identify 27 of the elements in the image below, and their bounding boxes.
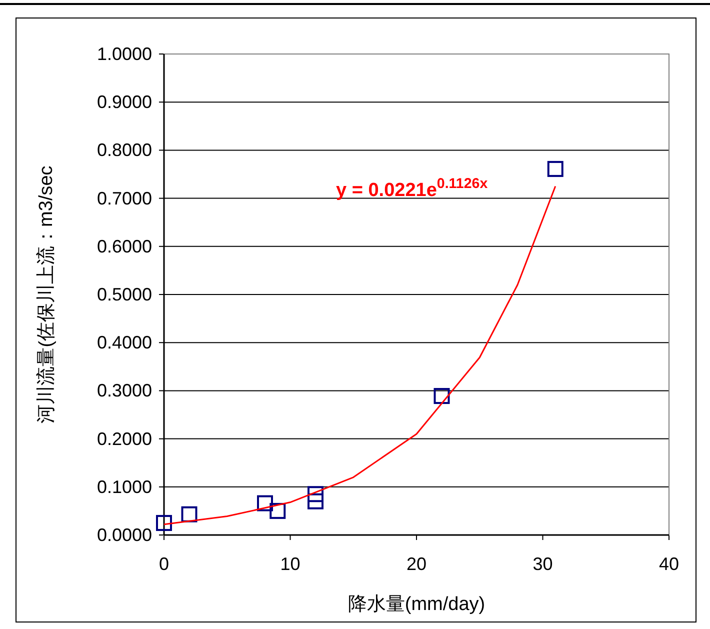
point bbox=[434, 388, 450, 404]
point bbox=[547, 160, 564, 177]
y-tick-label: 0.6000 bbox=[96, 236, 152, 256]
x-tick-label: 40 bbox=[658, 554, 680, 574]
y-axis-title: 河川流量(佐保川上流：m3/sec bbox=[35, 166, 57, 424]
y-tick-label: 0.9000 bbox=[96, 92, 152, 112]
y-tick-label: 0.5000 bbox=[96, 284, 152, 304]
y-tick-label: 0.8000 bbox=[96, 140, 152, 160]
y-tick-label: 0.3000 bbox=[96, 380, 152, 401]
point bbox=[308, 486, 324, 502]
point bbox=[308, 493, 324, 510]
x-tick-label: 30 bbox=[532, 554, 553, 574]
y-tick-label: 0.4000 bbox=[96, 332, 152, 353]
y-tick-label: 0.7000 bbox=[96, 188, 152, 208]
y-tick-label: 0.1000 bbox=[96, 476, 152, 497]
x-tick-label: 10 bbox=[280, 554, 300, 574]
y-tick-label: 1.0000 bbox=[96, 44, 152, 64]
y-tick-label: 0.0000 bbox=[96, 525, 152, 545]
x-axis-title: 降水量(mm/day) bbox=[348, 594, 486, 615]
point bbox=[270, 502, 286, 519]
y-tick-label: 0.2000 bbox=[96, 428, 152, 449]
x-tick-label: 0 bbox=[158, 554, 170, 574]
x-tick-label: 20 bbox=[406, 554, 427, 574]
point bbox=[181, 506, 198, 522]
annotation: y = 0.0221e$^{0.1126x}$ bbox=[336, 176, 488, 201]
point bbox=[156, 514, 172, 531]
point bbox=[257, 495, 273, 512]
